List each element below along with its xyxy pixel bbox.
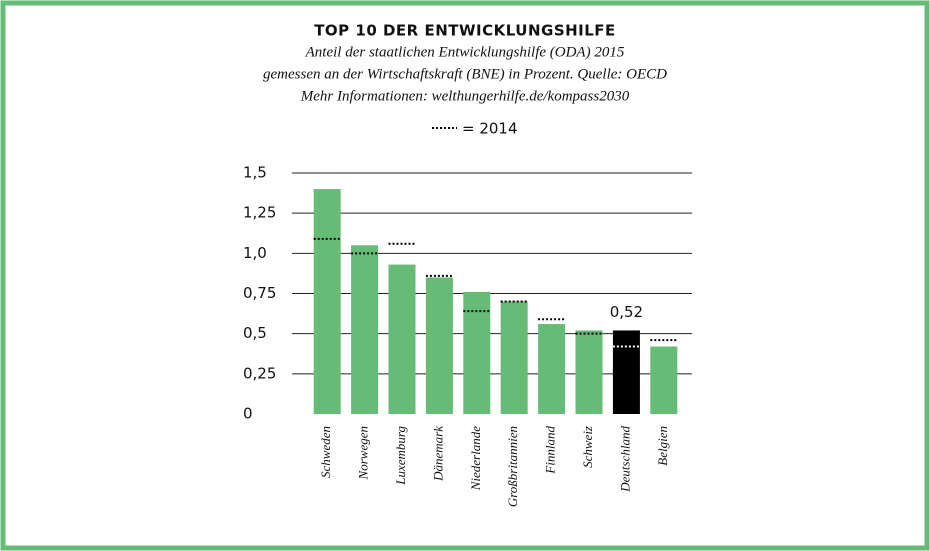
bar (500, 301, 528, 414)
y-tick-label: 0,25 (243, 364, 276, 382)
x-tick-label: Norwegen (356, 426, 371, 480)
bar (425, 277, 453, 414)
x-tick-label: Belgien (655, 426, 670, 466)
subtitle: Mehr Informationen: welthungerhilfe.de/k… (300, 88, 630, 104)
bar (388, 264, 416, 414)
x-tick-label: Schweiz (580, 426, 595, 468)
x-tick-label: Luxemburg (393, 426, 408, 486)
bar (351, 245, 379, 414)
y-tick-label: 0 (243, 405, 253, 423)
bar (612, 330, 640, 414)
y-tick-label: 1,0 (243, 244, 267, 262)
y-tick-label: 1,5 (243, 164, 267, 182)
x-tick-label: Großbritannien (505, 426, 520, 507)
x-tick-label: Finnland (543, 426, 558, 475)
bar (575, 330, 603, 414)
bar (463, 291, 491, 414)
bar (313, 189, 341, 414)
y-tick-label: 0,5 (243, 324, 267, 342)
y-tick-label: 0,75 (243, 284, 276, 302)
bar (538, 324, 566, 414)
x-tick-label: Niederlande (468, 426, 483, 491)
legend-label: = 2014 (462, 120, 518, 138)
x-tick-label: Dänemark (430, 426, 445, 482)
value-label: 0,52 (610, 303, 643, 321)
chart-title: TOP 10 DER ENTWICKLUNGSHILFE (314, 22, 616, 40)
y-tick-label: 1,25 (243, 204, 276, 222)
x-tick-label: Schweden (318, 426, 333, 478)
x-tick-label: Deutschland (617, 426, 632, 493)
subtitle: Anteil der staatlichen Entwicklungshilfe… (305, 44, 625, 60)
bar (650, 346, 678, 414)
subtitle: gemessen an der Wirtschaftskraft (BNE) i… (263, 66, 667, 82)
